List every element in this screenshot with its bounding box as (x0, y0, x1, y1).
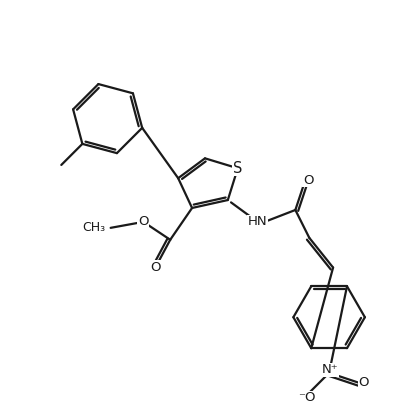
Text: O: O (303, 174, 313, 187)
Text: N⁺: N⁺ (322, 363, 339, 376)
Text: ⁻O: ⁻O (298, 391, 316, 404)
Text: O: O (138, 215, 149, 229)
Text: O: O (359, 376, 369, 389)
Text: S: S (233, 161, 243, 176)
Text: HN: HN (248, 215, 267, 229)
Text: CH₃: CH₃ (83, 222, 106, 234)
Text: O: O (150, 261, 160, 274)
